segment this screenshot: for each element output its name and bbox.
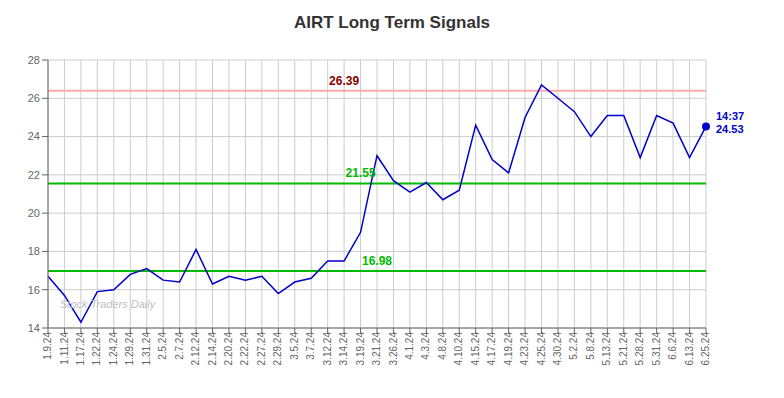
svg-text:3.21.24: 3.21.24 (371, 332, 382, 366)
svg-text:4.1.24: 4.1.24 (404, 332, 415, 360)
svg-text:5.8.24: 5.8.24 (585, 332, 596, 360)
svg-text:3.5.24: 3.5.24 (289, 332, 300, 360)
svg-text:5.21.24: 5.21.24 (618, 332, 629, 366)
html-text:Stock Traders Daily: Stock Traders Daily (60, 298, 156, 310)
svg-text:3.26.24: 3.26.24 (388, 332, 399, 366)
svg-text:3.19.24: 3.19.24 (355, 332, 366, 366)
svg-text:5.2.24: 5.2.24 (569, 332, 580, 360)
svg-text:4.23.24: 4.23.24 (519, 332, 530, 366)
svg-text:26.39: 26.39 (329, 74, 359, 88)
svg-text:26: 26 (28, 92, 40, 104)
svg-text:2.7.24: 2.7.24 (174, 332, 185, 360)
svg-text:21.55: 21.55 (346, 166, 376, 180)
svg-text:2.5.24: 2.5.24 (157, 332, 168, 360)
svg-text:4.30.24: 4.30.24 (552, 332, 563, 366)
svg-text:4.17.24: 4.17.24 (486, 332, 497, 366)
svg-text:20: 20 (28, 207, 40, 219)
svg-text:6.25.24: 6.25.24 (700, 332, 711, 366)
svg-text:4.25.24: 4.25.24 (536, 332, 547, 366)
svg-text:4.8.24: 4.8.24 (437, 332, 448, 360)
svg-text:22: 22 (28, 169, 40, 181)
svg-text:2.22.24: 2.22.24 (240, 332, 251, 366)
svg-text:28: 28 (28, 54, 40, 66)
svg-text:4.15.24: 4.15.24 (470, 332, 481, 366)
svg-text:14: 14 (28, 322, 40, 334)
svg-text:1.17.24: 1.17.24 (75, 332, 86, 366)
svg-text:3.14.24: 3.14.24 (338, 332, 349, 366)
svg-text:1.24.24: 1.24.24 (108, 332, 119, 366)
svg-text:4.3.24: 4.3.24 (420, 332, 431, 360)
svg-text:4.10.24: 4.10.24 (453, 332, 464, 366)
svg-text:2.14.24: 2.14.24 (207, 332, 218, 366)
svg-text:2.27.24: 2.27.24 (256, 332, 267, 366)
svg-text:18: 18 (28, 245, 40, 257)
svg-text:6.13.24: 6.13.24 (684, 332, 695, 366)
svg-text:14:3724.53: 14:3724.53 (716, 110, 744, 135)
svg-text:4.19.24: 4.19.24 (503, 332, 514, 366)
svg-text:1.22.24: 1.22.24 (91, 332, 102, 366)
svg-text:2.29.24: 2.29.24 (272, 332, 283, 366)
svg-text:5.31.24: 5.31.24 (651, 332, 662, 366)
svg-text:16.98: 16.98 (362, 254, 392, 268)
svg-text:1.29.24: 1.29.24 (124, 332, 135, 366)
svg-text:2.20.24: 2.20.24 (223, 332, 234, 366)
svg-text:24: 24 (28, 130, 40, 142)
svg-text:1.31.24: 1.31.24 (141, 332, 152, 366)
svg-text:2.12.24: 2.12.24 (190, 332, 201, 366)
svg-text:5.28.24: 5.28.24 (634, 332, 645, 366)
svg-text:6.6.24: 6.6.24 (667, 332, 678, 360)
svg-text:1.11.24: 1.11.24 (59, 332, 70, 365)
svg-text:5.13.24: 5.13.24 (601, 332, 612, 366)
svg-text:16: 16 (28, 284, 40, 296)
svg-text:3.7.24: 3.7.24 (305, 332, 316, 360)
svg-text:1.9.24: 1.9.24 (42, 332, 53, 360)
html-text:AIRT Long Term Signals: AIRT Long Term Signals (293, 13, 491, 32)
svg-text:3.12.24: 3.12.24 (322, 332, 333, 366)
